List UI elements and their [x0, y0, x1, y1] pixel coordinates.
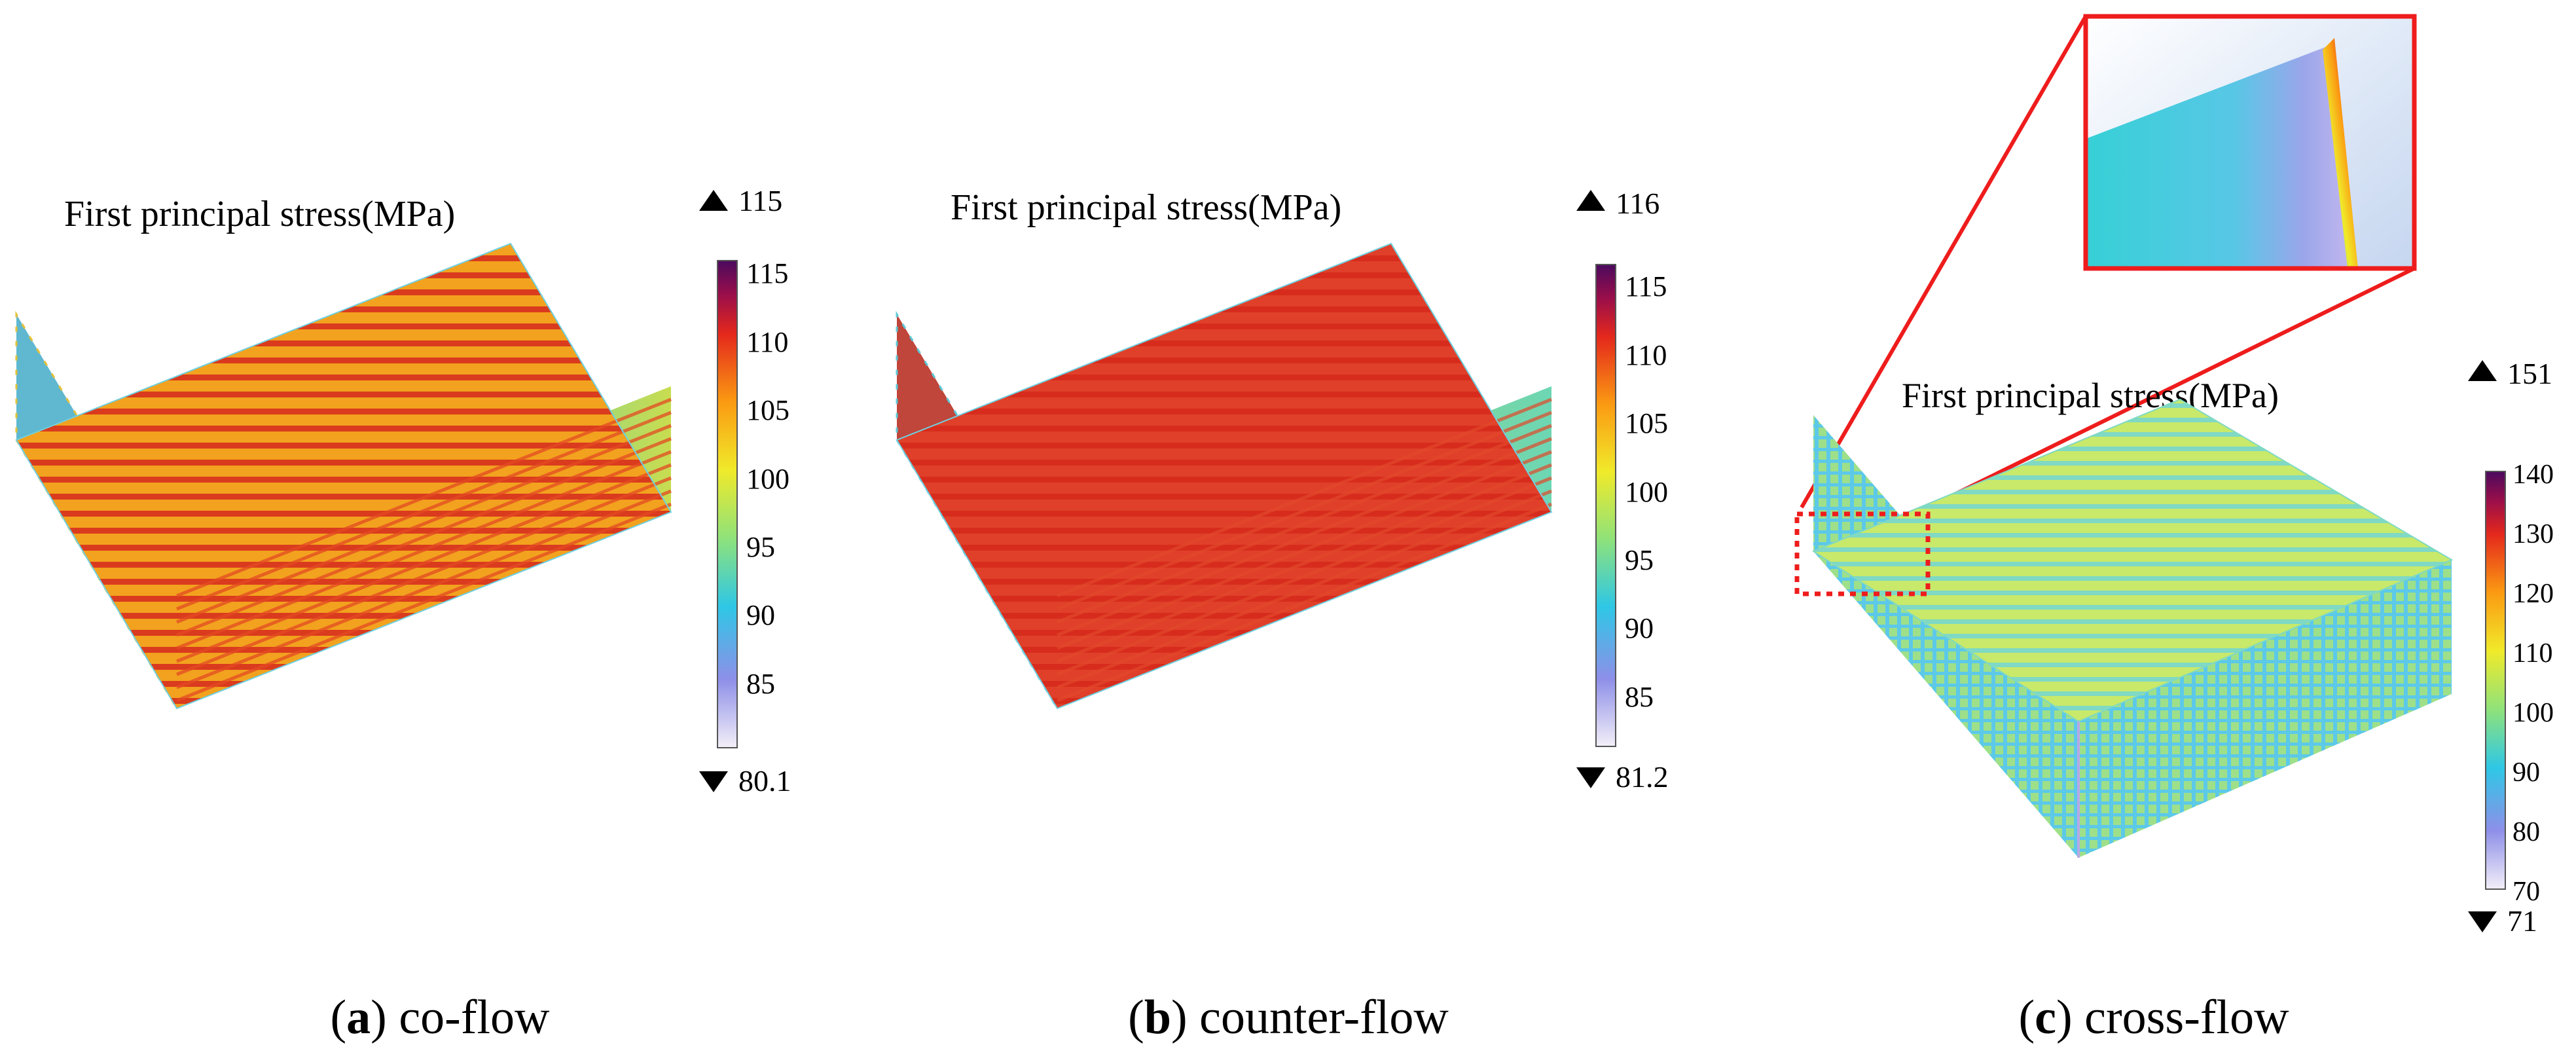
- panel-a-tick-0: 115: [746, 257, 788, 289]
- panel-b-caption: (b) counter-flow: [1128, 991, 1449, 1044]
- zoom-inset-face: [2086, 47, 2357, 268]
- panel-b-min-triangle: [1576, 767, 1605, 788]
- panel-c-caption-letter: c: [2035, 991, 2056, 1044]
- panel-a-colorbar: 115 115 110 105 100 95 90 85 80.1: [699, 184, 791, 797]
- panel-c-tick-4: 100: [2513, 698, 2554, 728]
- panel-a-colorbar-gradient: [717, 260, 738, 748]
- panel-b: First principal stress(MPa) 116 115 110 …: [896, 187, 1669, 1044]
- panel-a-tick-3: 100: [746, 463, 789, 495]
- panel-a: First principal stress(MPa) 115: [15, 184, 791, 1044]
- panel-c-tick-7: 70: [2513, 877, 2540, 907]
- panel-b-min-marker: 81.2: [1616, 760, 1669, 794]
- panel-b-caption-letter: b: [1144, 991, 1171, 1044]
- panel-b-tick-4: 95: [1625, 544, 1654, 576]
- panel-a-tick-5: 90: [746, 599, 775, 631]
- panel-c-tick-3: 110: [2513, 638, 2552, 668]
- zoom-leader-left: [1800, 15, 2088, 509]
- panel-c-tick-5: 90: [2513, 758, 2540, 788]
- panel-a-min-marker: 80.1: [738, 764, 791, 797]
- panel-c-min-marker: 71: [2507, 904, 2537, 938]
- panel-a-tick-4: 95: [746, 531, 775, 563]
- panel-a-block: [15, 242, 672, 712]
- panel-b-tick-1: 110: [1625, 339, 1667, 371]
- panel-b-max-marker: 116: [1616, 187, 1660, 220]
- panel-a-min-triangle: [699, 771, 728, 792]
- zoom-leader-right: [1927, 266, 2416, 509]
- zoom-inset-edge: [2323, 38, 2358, 268]
- panel-c-min-triangle: [2468, 911, 2497, 932]
- panel-b-tick-6: 85: [1625, 681, 1654, 713]
- panel-c-top-face: [1813, 399, 2452, 722]
- panel-c-block: [1811, 398, 2454, 858]
- panel-b-top-face: [897, 244, 1551, 708]
- panel-a-tick-6: 85: [746, 668, 775, 700]
- panel-c-title: First principal stress(MPa): [1902, 376, 2279, 415]
- panel-a-max-marker: 115: [738, 184, 782, 217]
- panel-c-right-face: [2078, 560, 2452, 858]
- panel-b-max-triangle: [1576, 190, 1605, 211]
- panel-a-caption-letter: a: [346, 991, 371, 1044]
- panel-c-max-marker: 151: [2507, 357, 2552, 390]
- panel-c-tick-6: 80: [2513, 817, 2540, 847]
- panel-b-colorbar-gradient: [1595, 264, 1616, 747]
- panel-b-block: [896, 242, 1553, 712]
- panel-b-title: First principal stress(MPa): [951, 187, 1341, 228]
- panel-a-tick-2: 105: [746, 394, 789, 426]
- panel-b-caption-text: counter-flow: [1199, 991, 1449, 1044]
- panel-b-tick-5: 90: [1625, 612, 1654, 644]
- panel-a-top-face: [16, 244, 671, 708]
- panel-c-colorbar-gradient: [2485, 471, 2506, 890]
- panel-c-tick-1: 130: [2513, 519, 2554, 549]
- panel-c-tick-2: 120: [2513, 579, 2554, 609]
- panel-a-caption: (a) co-flow: [331, 991, 551, 1044]
- panel-a-title: First principal stress(MPa): [64, 194, 455, 234]
- panel-c-caption: (c) cross-flow: [2018, 991, 2289, 1044]
- panel-a-max-triangle: [699, 190, 728, 211]
- panel-c-max-triangle: [2468, 360, 2497, 381]
- panel-c-colorbar: 151 140 130 120 110 100 90 80 70 71: [2468, 357, 2554, 938]
- panel-b-tick-3: 100: [1625, 476, 1668, 508]
- panel-a-tick-1: 110: [746, 326, 788, 358]
- zoom-inset-frame: [2083, 14, 2417, 271]
- panel-b-tick-2: 105: [1625, 407, 1668, 439]
- panel-c-zoom-inset: [2083, 14, 2417, 271]
- panel-b-tick-0: 115: [1625, 270, 1667, 302]
- panel-c: First principal stress(MPa) 151 140 130 …: [1794, 14, 2554, 1044]
- panel-b-colorbar: 116 115 110 105 100 95 90 85 81.2: [1576, 187, 1669, 794]
- panel-c-zoom-region: [1794, 511, 1931, 596]
- panel-c-caption-text: cross-flow: [2084, 991, 2289, 1044]
- panel-a-caption-text: co-flow: [399, 991, 550, 1044]
- panel-c-tick-0: 140: [2513, 460, 2554, 490]
